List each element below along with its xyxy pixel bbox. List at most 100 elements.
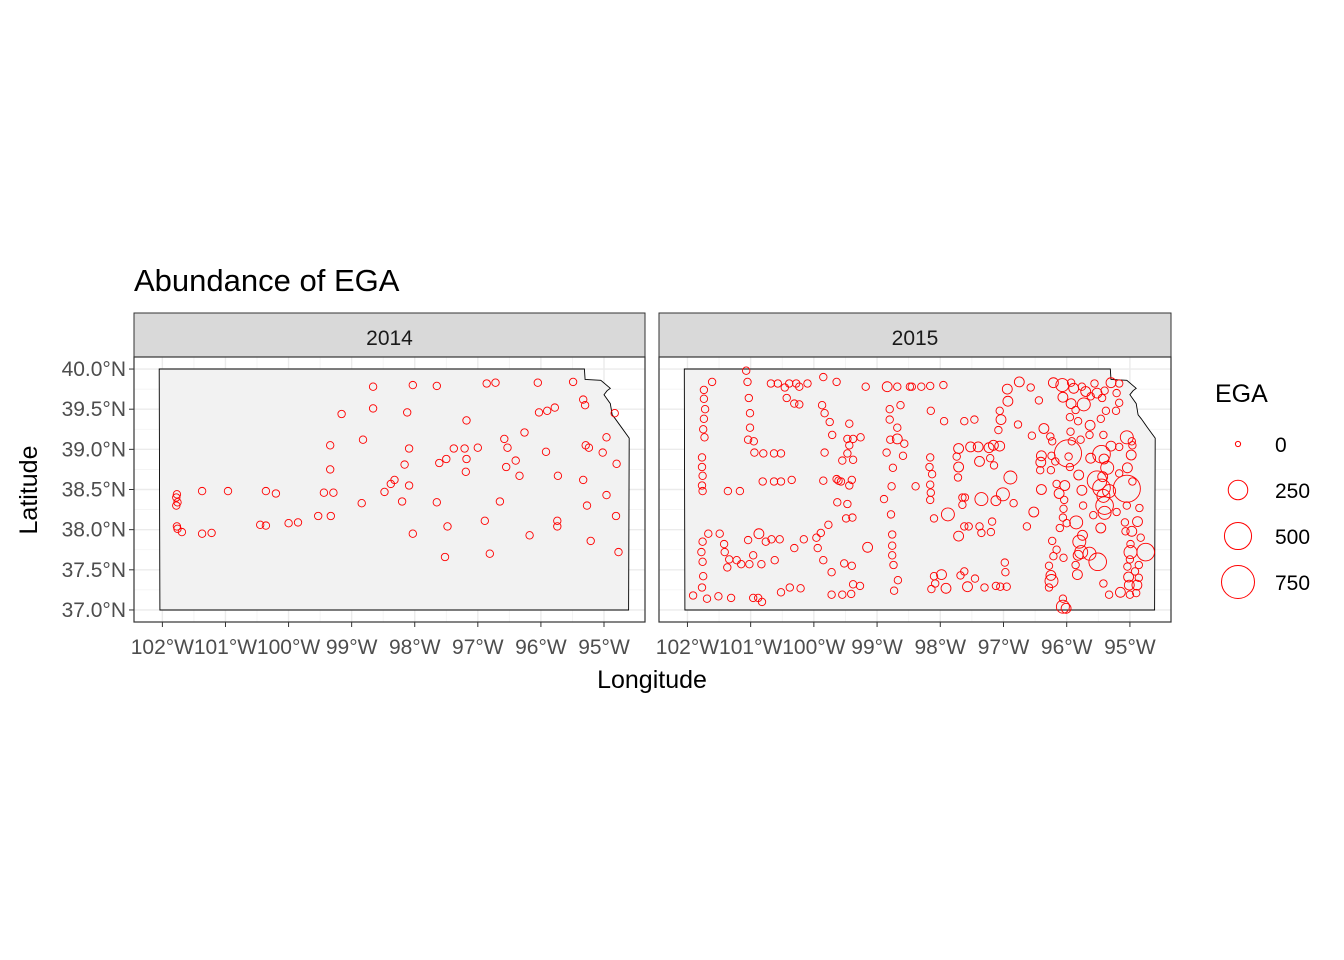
data-point bbox=[533, 378, 542, 387]
data-point bbox=[461, 467, 470, 476]
data-point bbox=[796, 584, 805, 593]
data-point bbox=[1047, 451, 1056, 460]
data-point bbox=[986, 527, 996, 537]
data-point bbox=[449, 444, 458, 453]
data-point bbox=[885, 405, 894, 414]
data-point bbox=[827, 568, 836, 577]
legend: EGA 0 250 500 750 bbox=[1215, 380, 1310, 599]
data-point bbox=[862, 541, 873, 553]
data-point bbox=[1131, 579, 1143, 591]
data-point bbox=[737, 560, 746, 569]
data-point bbox=[1038, 423, 1050, 434]
data-point bbox=[698, 486, 707, 496]
data-point bbox=[926, 480, 935, 489]
data-point bbox=[602, 490, 611, 500]
strip-label-2014: 2014 bbox=[366, 327, 413, 350]
data-point bbox=[989, 461, 999, 470]
data-point bbox=[886, 510, 896, 519]
data-point bbox=[757, 560, 766, 569]
data-point bbox=[1066, 427, 1075, 436]
data-point bbox=[855, 581, 865, 591]
data-point bbox=[795, 400, 804, 409]
data-point bbox=[480, 516, 489, 525]
data-point bbox=[974, 455, 985, 467]
data-point bbox=[1078, 501, 1088, 510]
data-point bbox=[1045, 570, 1057, 581]
y-axis: 37.0°N 37.5°N 38.0°N 38.5°N 39.0°N 39.5°N 40.0… bbox=[62, 358, 134, 622]
data-point bbox=[773, 379, 782, 388]
data-point bbox=[929, 514, 939, 523]
data-point bbox=[714, 592, 723, 601]
data-point bbox=[888, 551, 897, 560]
data-point bbox=[1059, 553, 1068, 562]
data-point bbox=[1044, 561, 1054, 570]
data-point bbox=[1058, 594, 1068, 603]
data-point bbox=[776, 588, 786, 597]
data-point bbox=[442, 454, 451, 464]
data-point bbox=[991, 581, 1001, 591]
data-point bbox=[841, 514, 851, 523]
data-point bbox=[579, 395, 588, 404]
data-point bbox=[926, 381, 935, 391]
kansas-outline-2014 bbox=[158, 368, 630, 611]
data-point bbox=[940, 507, 955, 522]
data-point bbox=[742, 366, 751, 375]
data-point bbox=[995, 487, 1010, 502]
data-point bbox=[1128, 441, 1137, 450]
data-point bbox=[707, 377, 717, 387]
data-point bbox=[1130, 567, 1140, 576]
data-point bbox=[207, 528, 216, 538]
data-point bbox=[358, 435, 368, 444]
data-point bbox=[745, 560, 754, 569]
data-point bbox=[1085, 430, 1094, 440]
data-point bbox=[1097, 505, 1112, 520]
data-point bbox=[735, 486, 745, 496]
data-point bbox=[888, 463, 898, 472]
data-point bbox=[1128, 477, 1137, 486]
data-point bbox=[1122, 501, 1131, 510]
data-point bbox=[1028, 506, 1040, 518]
legend-label: 0 bbox=[1275, 434, 1287, 457]
data-point bbox=[719, 539, 729, 549]
data-point bbox=[326, 511, 335, 521]
data-point bbox=[819, 556, 828, 565]
data-point bbox=[889, 586, 899, 595]
panel-2015: 2015 102°W 101°W 100°W 99°W 98°W 97°W 96°W 95°W bbox=[656, 312, 1172, 659]
data-point bbox=[1002, 582, 1011, 591]
data-point bbox=[1096, 488, 1111, 503]
data-point bbox=[792, 379, 801, 388]
data-point bbox=[960, 493, 970, 502]
data-point bbox=[939, 380, 948, 390]
data-point bbox=[473, 443, 482, 452]
data-point bbox=[770, 556, 779, 565]
data-point bbox=[888, 530, 897, 539]
data-point bbox=[223, 486, 233, 496]
data-point bbox=[745, 409, 755, 418]
data-point bbox=[390, 475, 399, 485]
legend-key bbox=[1223, 521, 1253, 551]
data-point bbox=[905, 382, 915, 391]
data-point bbox=[1097, 393, 1107, 403]
data-point bbox=[803, 379, 812, 388]
data-point bbox=[1121, 527, 1130, 536]
data-point bbox=[819, 372, 828, 382]
panel-border-2015 bbox=[658, 356, 1172, 623]
data-point bbox=[1099, 579, 1108, 588]
data-point bbox=[1111, 406, 1121, 415]
data-point bbox=[926, 453, 935, 462]
data-point bbox=[172, 490, 182, 499]
data-point bbox=[172, 493, 181, 502]
data-point bbox=[972, 441, 984, 453]
data-point bbox=[753, 528, 765, 540]
data-point bbox=[1102, 484, 1117, 499]
data-point bbox=[782, 393, 791, 403]
data-point bbox=[1001, 383, 1013, 395]
data-point bbox=[460, 444, 469, 453]
data-point bbox=[1134, 573, 1143, 582]
data-point bbox=[975, 522, 984, 531]
data-point bbox=[1112, 507, 1121, 517]
data-point bbox=[790, 543, 799, 553]
data-point bbox=[1115, 586, 1126, 598]
data-point bbox=[965, 441, 976, 453]
